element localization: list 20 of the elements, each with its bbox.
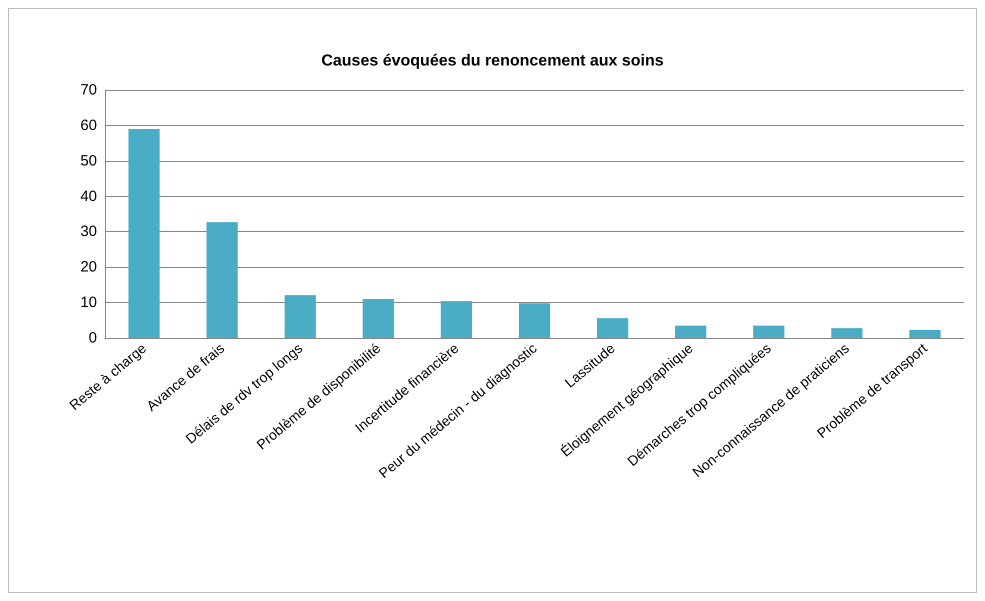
bar [675, 326, 706, 338]
y-tick-label: 50 [80, 152, 97, 170]
bar [596, 318, 628, 338]
y-tick-label: 0 [88, 330, 97, 346]
bar [909, 330, 941, 338]
y-tick-label: 70 [80, 82, 97, 98]
y-tick-label: 20 [80, 258, 97, 276]
chart-title: Causes évoquées du renoncement aux soins [321, 52, 664, 70]
bar [518, 303, 550, 338]
y-tick-label: 10 [80, 294, 97, 312]
bar [206, 222, 238, 338]
bar [831, 328, 862, 338]
bar [284, 295, 316, 338]
y-tick-label: 60 [80, 116, 97, 134]
bar [128, 128, 160, 338]
y-tick-label: 30 [80, 223, 97, 240]
bar [440, 301, 472, 338]
bar [753, 326, 784, 338]
bar [362, 299, 394, 338]
y-tick-label: 40 [80, 188, 97, 205]
